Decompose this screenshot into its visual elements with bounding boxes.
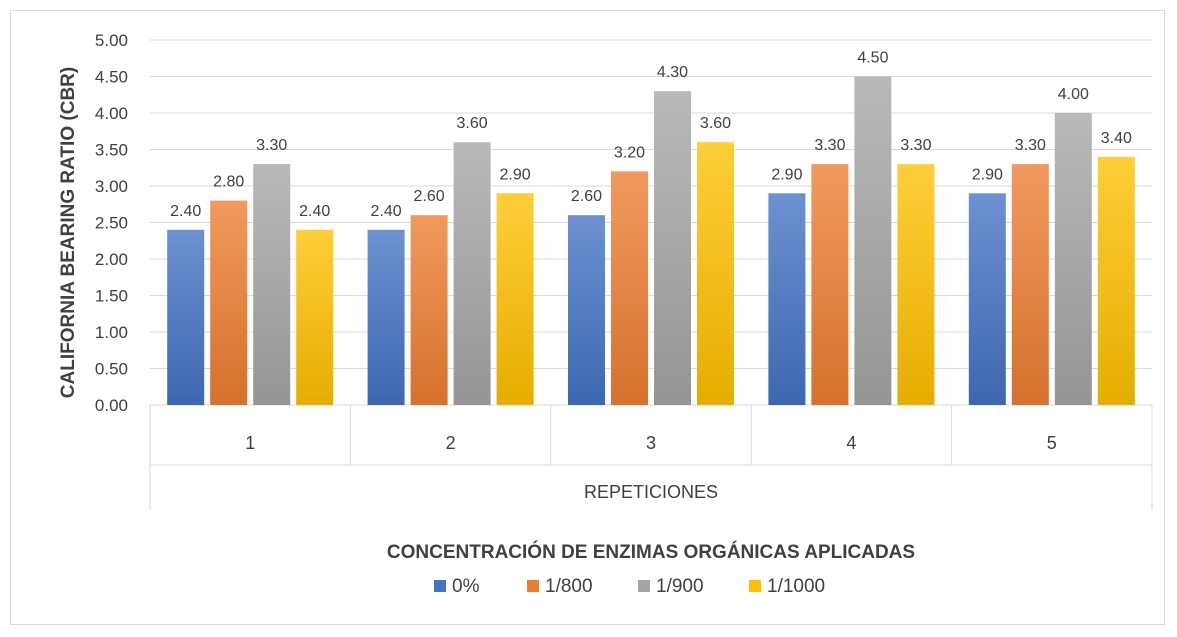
category-label: 1 <box>245 433 255 453</box>
data-labels: 2.40 2.80 3.30 2.40 2.40 2.60 3.60 2.90 2.60 3.20… <box>170 50 1132 220</box>
bar <box>1011 164 1049 405</box>
legend-swatch <box>434 580 446 592</box>
data-label: 3.30 <box>814 137 845 154</box>
data-label: 4.30 <box>657 64 688 81</box>
y-tick-label: 2.00 <box>95 250 128 269</box>
data-label: 3.30 <box>256 137 287 154</box>
data-label: 3.30 <box>1015 137 1046 154</box>
y-tick-label: 1.00 <box>95 323 128 342</box>
data-label: 4.50 <box>857 50 888 67</box>
bar <box>253 164 291 405</box>
bar <box>611 171 648 405</box>
legend: 0% 1/800 1/900 1/1000 <box>434 576 825 597</box>
data-label: 2.60 <box>571 188 602 205</box>
data-label: 3.60 <box>457 115 488 132</box>
bar <box>568 215 605 405</box>
data-label: 3.60 <box>700 115 731 132</box>
y-tick-label: 0.00 <box>95 396 128 415</box>
bars <box>167 76 1135 405</box>
category-label: 3 <box>646 433 656 453</box>
y-tick-label: 2.50 <box>95 214 128 233</box>
bar <box>296 229 334 405</box>
bar <box>410 215 448 405</box>
category-labels: 1 2 3 4 5 <box>245 433 1057 453</box>
y-tick-label: 0.50 <box>95 360 128 379</box>
data-label: 3.30 <box>900 137 931 154</box>
data-label: 3.20 <box>614 144 645 161</box>
legend-label: 0% <box>452 576 480 597</box>
bar <box>811 164 849 405</box>
bar <box>654 91 691 405</box>
bar <box>210 200 248 405</box>
y-tick-label: 4.50 <box>95 68 128 87</box>
data-label: 2.90 <box>500 166 531 183</box>
bar <box>1097 156 1135 405</box>
data-label: 2.40 <box>371 203 402 220</box>
category-label: 5 <box>1047 433 1057 453</box>
category-label: 2 <box>446 433 456 453</box>
y-tick-label: 3.50 <box>95 141 128 160</box>
bar <box>768 193 806 405</box>
legend-swatch <box>749 580 761 592</box>
bar <box>453 142 491 405</box>
bar <box>968 193 1006 405</box>
y-tick-label: 4.00 <box>95 104 128 123</box>
y-tick-label: 1.50 <box>95 287 128 306</box>
bar <box>897 164 935 405</box>
bar <box>1054 113 1092 405</box>
category-label: 4 <box>846 433 856 453</box>
y-axis-ticks: 0.00 0.50 1.00 1.50 2.00 2.50 3.00 3.50 4.00 4.50… <box>95 31 128 415</box>
data-label: 3.40 <box>1101 130 1132 147</box>
data-label: 2.90 <box>771 166 802 183</box>
data-label: 2.60 <box>414 188 445 205</box>
legend-label: 1/1000 <box>767 576 825 597</box>
bar <box>697 142 734 405</box>
bar <box>367 229 405 405</box>
legend-swatch <box>527 580 539 592</box>
y-tick-label: 5.00 <box>95 31 128 50</box>
data-label: 2.40 <box>299 203 330 220</box>
bar <box>496 193 534 405</box>
bar <box>167 229 205 405</box>
legend-label: 1/800 <box>545 576 593 597</box>
data-label: 2.40 <box>170 203 201 220</box>
bar <box>854 76 892 405</box>
x-axis-title: REPETICIONES <box>584 482 718 502</box>
legend-title: CONCENTRACIÓN DE ENZIMAS ORGÁNICAS APLIC… <box>387 541 915 563</box>
y-axis-title: CALIFORNIA BEARING RATIO (CBR) <box>58 67 79 398</box>
data-label: 2.80 <box>213 174 244 191</box>
data-label: 4.00 <box>1058 86 1089 103</box>
legend-label: 1/900 <box>656 576 704 597</box>
y-tick-label: 3.00 <box>95 177 128 196</box>
data-label: 2.90 <box>972 166 1003 183</box>
legend-swatch <box>638 580 650 592</box>
